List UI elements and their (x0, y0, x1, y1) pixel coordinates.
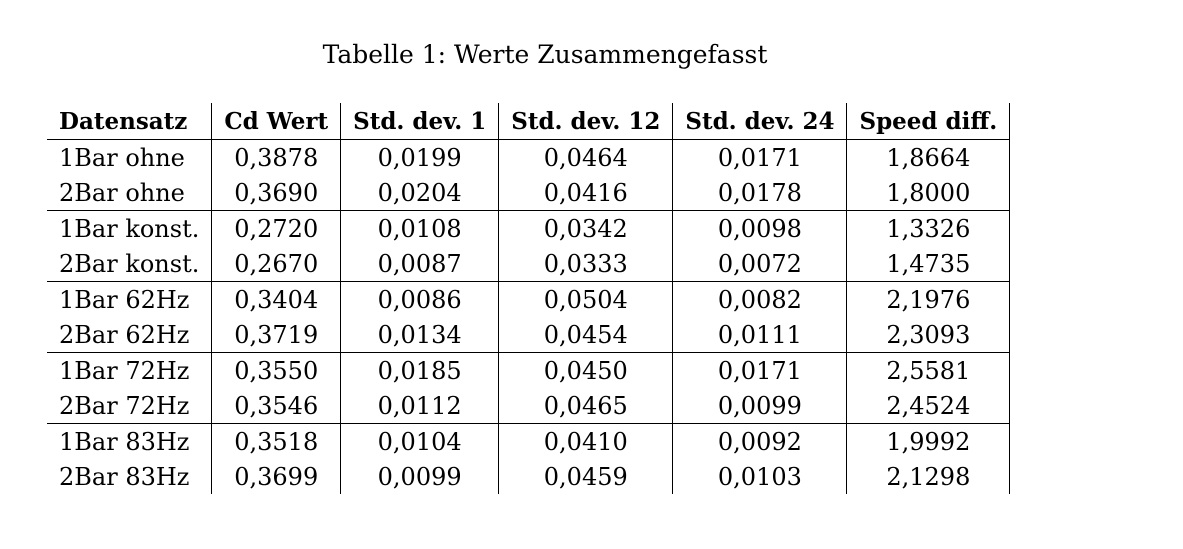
cell-datensatz: 2Bar 62Hz (47, 317, 213, 353)
cell-cd-wert: 0,3550 (211, 352, 342, 388)
header-std-dev-1: Std. dev. 1 (340, 103, 500, 140)
cell-std-dev-24: 0,0111 (672, 317, 848, 353)
cell-std-dev-1: 0,0204 (340, 175, 500, 211)
cell-std-dev-24: 0,0098 (672, 210, 848, 246)
cell-cd-wert: 0,2670 (211, 246, 342, 282)
cell-std-dev-1: 0,0087 (340, 246, 500, 282)
cell-cd-wert: 0,3878 (211, 139, 342, 175)
header-cd-wert: Cd Wert (211, 103, 342, 140)
cell-std-dev-24: 0,0171 (672, 352, 848, 388)
cell-speed-diff: 1,8000 (846, 175, 1011, 211)
cell-std-dev-24: 0,0099 (672, 388, 848, 424)
cell-std-dev-12: 0,0454 (498, 317, 674, 353)
cell-speed-diff: 2,1976 (846, 281, 1011, 317)
cell-std-dev-12: 0,0504 (498, 281, 674, 317)
cell-std-dev-1: 0,0108 (340, 210, 500, 246)
cell-datensatz: 1Bar 72Hz (47, 352, 213, 388)
cell-std-dev-1: 0,0086 (340, 281, 500, 317)
cell-std-dev-12: 0,0416 (498, 175, 674, 211)
table-row: 2Bar 83Hz 0,3699 0,0099 0,0459 0,0103 2,… (47, 459, 1011, 494)
table-row: 1Bar 83Hz 0,3518 0,0104 0,0410 0,0092 1,… (47, 423, 1011, 459)
cell-std-dev-12: 0,0410 (498, 423, 674, 459)
cell-datensatz: 1Bar 62Hz (47, 281, 213, 317)
cell-std-dev-24: 0,0082 (672, 281, 848, 317)
cell-cd-wert: 0,2720 (211, 210, 342, 246)
cell-cd-wert: 0,3719 (211, 317, 342, 353)
cell-cd-wert: 0,3404 (211, 281, 342, 317)
cell-std-dev-12: 0,0465 (498, 388, 674, 424)
cell-speed-diff: 2,3093 (846, 317, 1011, 353)
cell-std-dev-1: 0,0099 (340, 459, 500, 494)
table-row: 2Bar 62Hz 0,3719 0,0134 0,0454 0,0111 2,… (47, 317, 1011, 353)
cell-std-dev-12: 0,0342 (498, 210, 674, 246)
cell-std-dev-1: 0,0104 (340, 423, 500, 459)
cell-std-dev-24: 0,0178 (672, 175, 848, 211)
cell-speed-diff: 1,3326 (846, 210, 1011, 246)
cell-std-dev-12: 0,0464 (498, 139, 674, 175)
header-datensatz: Datensatz (47, 103, 213, 140)
table-header-row: Datensatz Cd Wert Std. dev. 1 Std. dev. … (47, 103, 1011, 140)
summary-table: Datensatz Cd Wert Std. dev. 1 Std. dev. … (47, 103, 1011, 494)
cell-std-dev-1: 0,0112 (340, 388, 500, 424)
cell-datensatz: 2Bar 72Hz (47, 388, 213, 424)
header-std-dev-12: Std. dev. 12 (498, 103, 674, 140)
cell-cd-wert: 0,3690 (211, 175, 342, 211)
cell-datensatz: 2Bar ohne (47, 175, 213, 211)
cell-std-dev-12: 0,0333 (498, 246, 674, 282)
cell-cd-wert: 0,3546 (211, 388, 342, 424)
table-row: 1Bar ohne 0,3878 0,0199 0,0464 0,0171 1,… (47, 139, 1011, 175)
header-speed-diff: Speed diff. (846, 103, 1011, 140)
table-caption: Tabelle 1: Werte Zusammengefasst (322, 40, 768, 69)
cell-std-dev-24: 0,0171 (672, 139, 848, 175)
cell-speed-diff: 2,4524 (846, 388, 1011, 424)
table-row: 2Bar 72Hz 0,3546 0,0112 0,0465 0,0099 2,… (47, 388, 1011, 424)
cell-cd-wert: 0,3518 (211, 423, 342, 459)
cell-cd-wert: 0,3699 (211, 459, 342, 494)
cell-std-dev-1: 0,0199 (340, 139, 500, 175)
table-row: 2Bar konst. 0,2670 0,0087 0,0333 0,0072 … (47, 246, 1011, 282)
cell-std-dev-12: 0,0450 (498, 352, 674, 388)
table-row: 1Bar konst. 0,2720 0,0108 0,0342 0,0098 … (47, 210, 1011, 246)
cell-std-dev-12: 0,0459 (498, 459, 674, 494)
cell-std-dev-1: 0,0134 (340, 317, 500, 353)
cell-std-dev-24: 0,0092 (672, 423, 848, 459)
cell-speed-diff: 1,8664 (846, 139, 1011, 175)
cell-datensatz: 1Bar ohne (47, 139, 213, 175)
cell-speed-diff: 2,1298 (846, 459, 1011, 494)
cell-speed-diff: 1,9992 (846, 423, 1011, 459)
cell-std-dev-1: 0,0185 (340, 352, 500, 388)
cell-datensatz: 2Bar 83Hz (47, 459, 213, 494)
cell-speed-diff: 2,5581 (846, 352, 1011, 388)
cell-datensatz: 2Bar konst. (47, 246, 213, 282)
cell-speed-diff: 1,4735 (846, 246, 1011, 282)
cell-datensatz: 1Bar konst. (47, 210, 213, 246)
table-row: 2Bar ohne 0,3690 0,0204 0,0416 0,0178 1,… (47, 175, 1011, 211)
header-std-dev-24: Std. dev. 24 (672, 103, 848, 140)
table-row: 1Bar 62Hz 0,3404 0,0086 0,0504 0,0082 2,… (47, 281, 1011, 317)
cell-std-dev-24: 0,0103 (672, 459, 848, 494)
cell-std-dev-24: 0,0072 (672, 246, 848, 282)
table-row: 1Bar 72Hz 0,3550 0,0185 0,0450 0,0171 2,… (47, 352, 1011, 388)
cell-datensatz: 1Bar 83Hz (47, 423, 213, 459)
